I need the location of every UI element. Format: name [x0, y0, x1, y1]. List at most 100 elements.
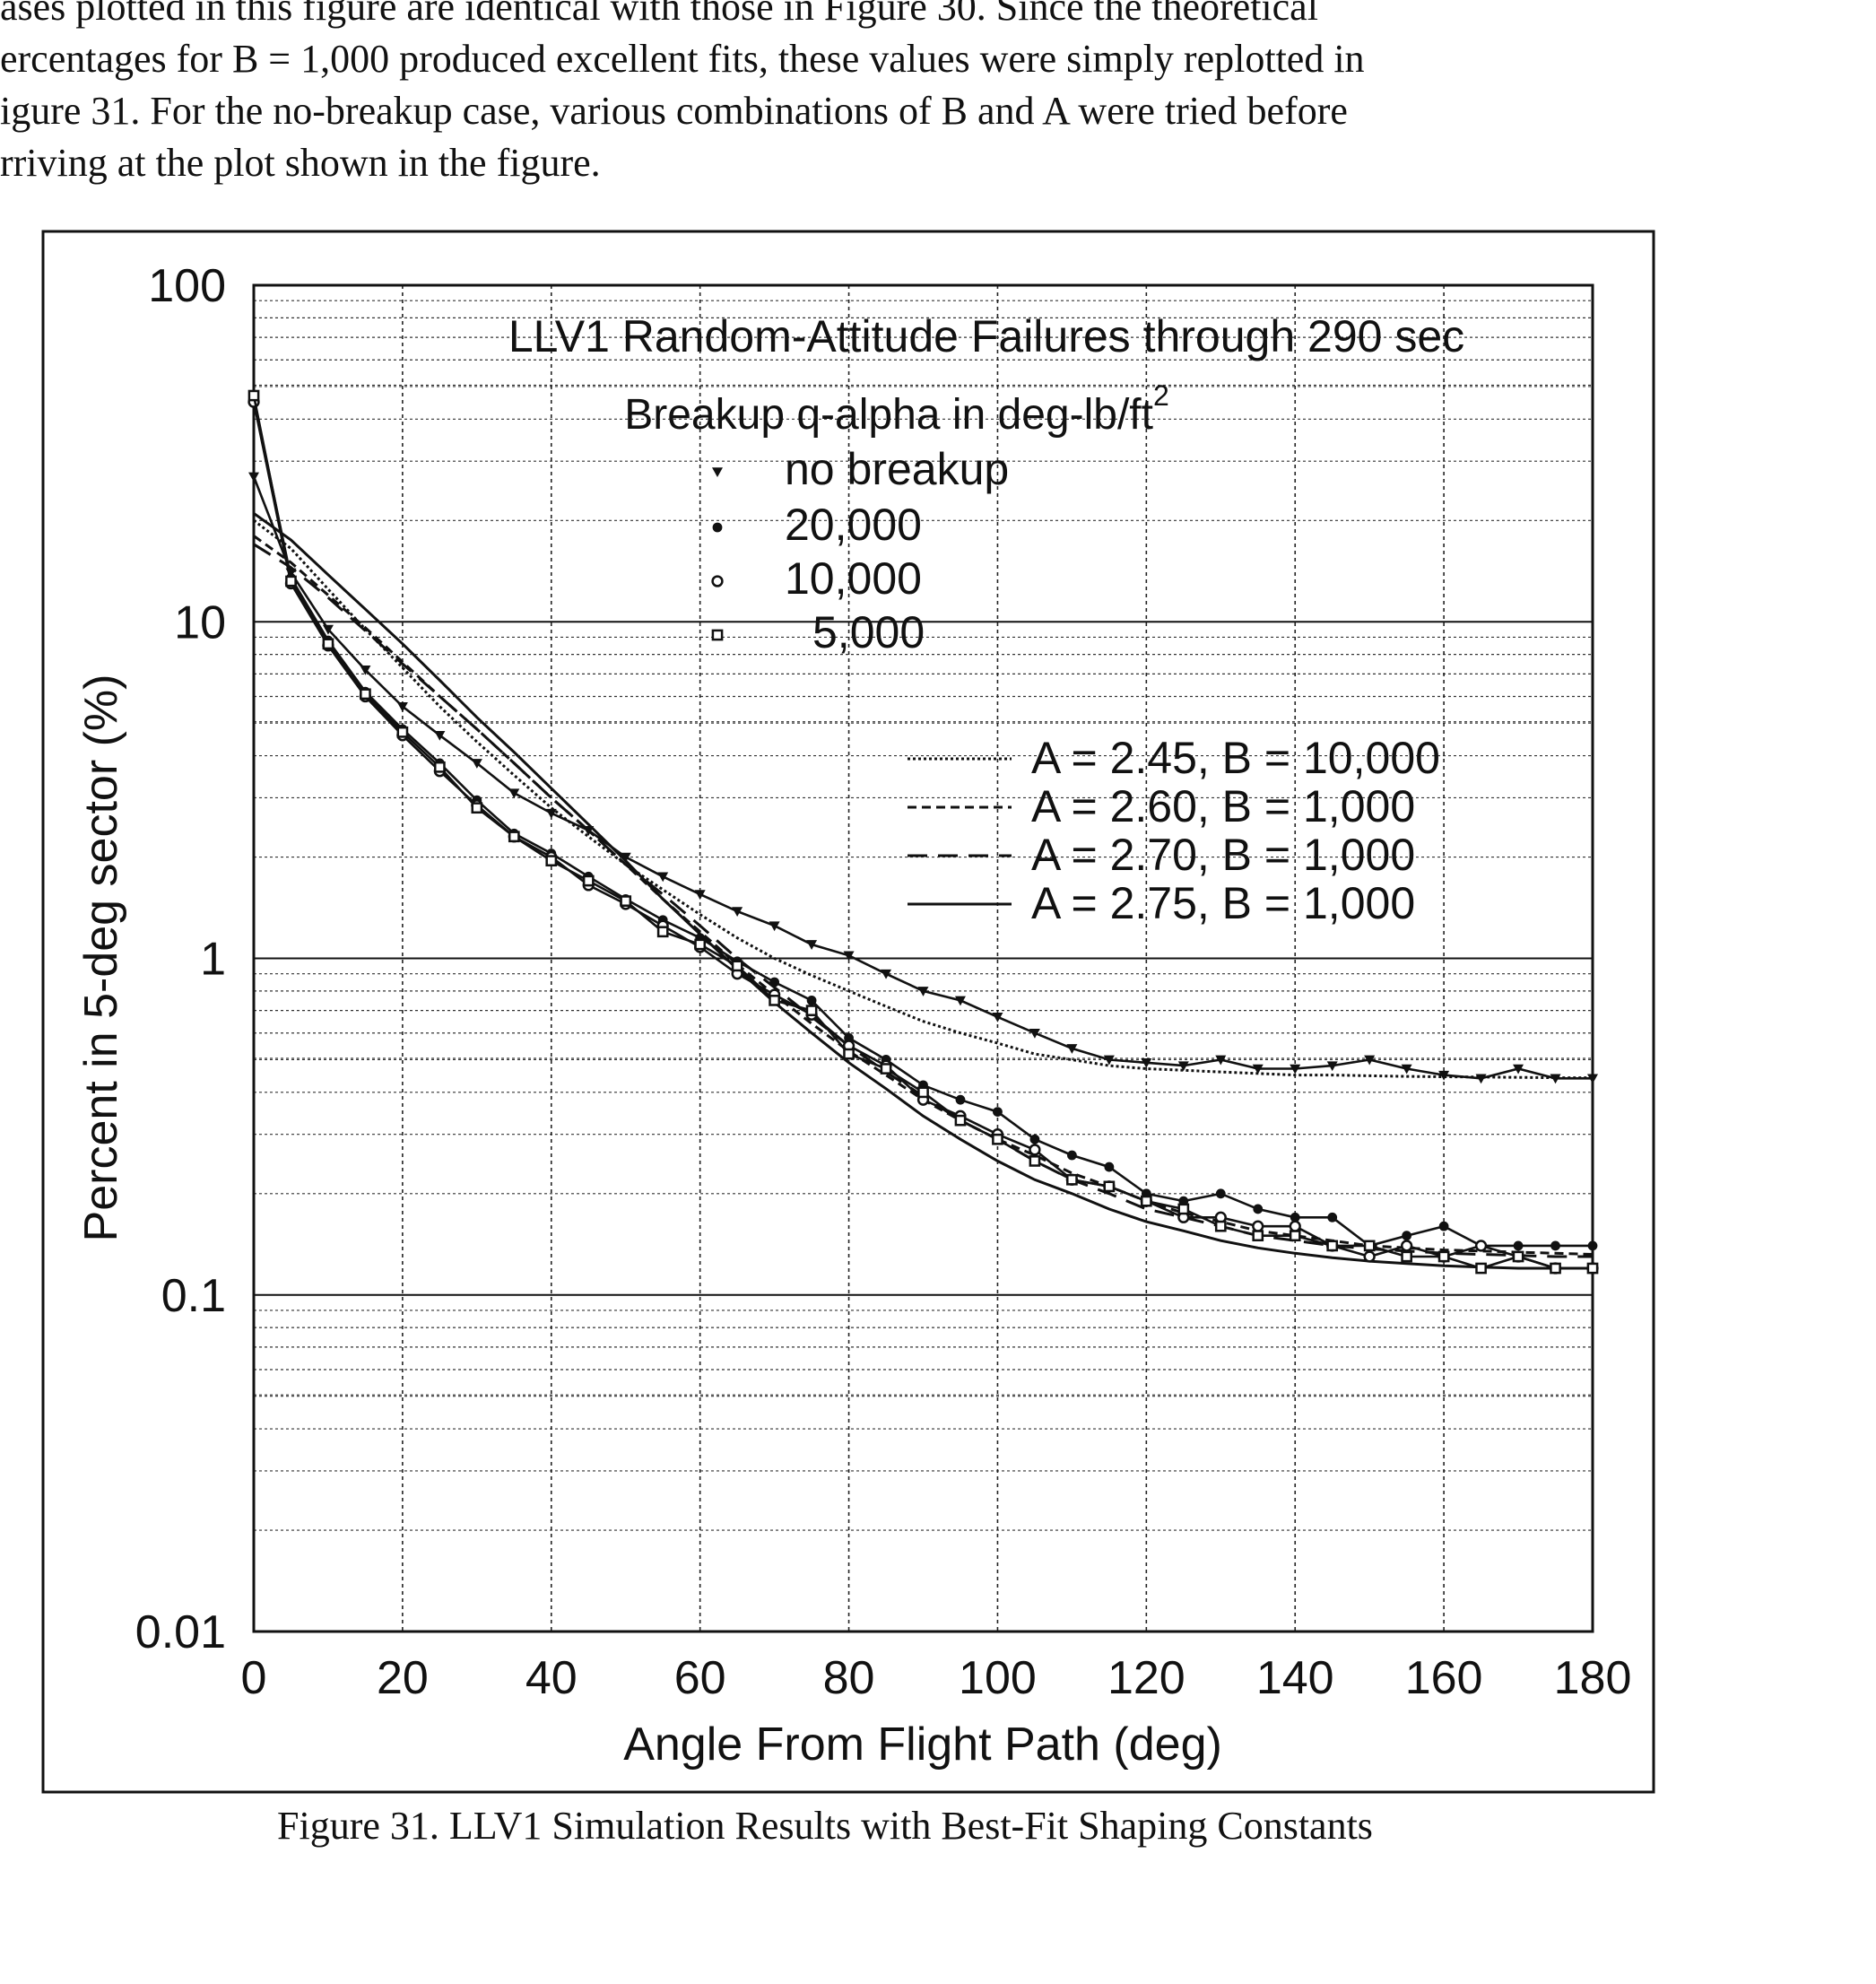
marker-no-breakup — [1215, 1055, 1227, 1066]
chart-title: LLV1 Random-Attitude Failures through 29… — [508, 311, 1464, 361]
marker-5000 — [1512, 1250, 1524, 1263]
x-tick-label: 80 — [823, 1652, 875, 1704]
marker-20000 — [993, 1107, 1003, 1117]
marker-no-breakup — [843, 951, 855, 962]
intro-text-line-2: ercentages for B = 1,000 produced excell… — [0, 37, 1365, 81]
marker-5000 — [582, 875, 595, 887]
marker-no-breakup — [732, 907, 743, 918]
marker-20000 — [1550, 1240, 1560, 1251]
marker-20000 — [1066, 1150, 1077, 1161]
marker-5000 — [545, 855, 558, 867]
marker-5000 — [656, 926, 669, 938]
marker-5000 — [1103, 1180, 1116, 1193]
marker-5000 — [769, 995, 780, 1006]
marker-5000 — [1252, 1230, 1264, 1242]
legend-series-label: 20,000 — [785, 500, 922, 550]
marker-no-breakup — [1401, 1064, 1412, 1075]
marker-5000 — [620, 895, 632, 907]
intro-text-line-4: rriving at the plot shown in the figure. — [0, 141, 601, 185]
legend-fit-label: A = 2.45, B = 10,000 — [1031, 733, 1440, 783]
marker-no-breakup — [769, 921, 780, 932]
marker-10000 — [1289, 1220, 1301, 1232]
marker-5000 — [711, 629, 724, 641]
marker-5000 — [694, 938, 707, 951]
marker-no-breakup — [954, 996, 966, 1006]
marker-5000 — [1029, 1155, 1041, 1167]
marker-no-breakup — [992, 1012, 1003, 1022]
marker-5000 — [1475, 1262, 1487, 1275]
marker-no-breakup — [1513, 1064, 1524, 1075]
marker-5000 — [396, 726, 409, 738]
marker-no-breakup — [1587, 1074, 1598, 1084]
y-axis-label: Percent in 5-deg sector (%) — [75, 674, 127, 1242]
legend-title-superscript: 2 — [1153, 379, 1169, 412]
marker-5000 — [1177, 1203, 1190, 1215]
marker-5000 — [1140, 1195, 1152, 1207]
x-tick-label: 180 — [1554, 1652, 1632, 1704]
legend-fit-label: A = 2.60, B = 1,000 — [1031, 781, 1415, 831]
marker-5000 — [360, 688, 371, 700]
marker-20000 — [712, 522, 723, 533]
marker-5000 — [434, 761, 446, 773]
marker-20000 — [1029, 1134, 1040, 1144]
marker-5000 — [917, 1086, 929, 1099]
marker-20000 — [1104, 1162, 1115, 1172]
marker-10000 — [711, 575, 724, 587]
marker-20000 — [1327, 1212, 1338, 1223]
x-axis-label: Angle From Flight Path (deg) — [623, 1719, 1222, 1771]
legend-series-label: no breakup — [785, 444, 1009, 494]
x-tick-label: 140 — [1256, 1652, 1334, 1704]
marker-no-breakup — [1364, 1055, 1376, 1066]
marker-no-breakup — [248, 472, 259, 483]
marker-20000 — [955, 1094, 966, 1105]
fit-curve — [253, 519, 1593, 1080]
marker-no-breakup — [694, 890, 706, 901]
x-tick-label: 100 — [959, 1652, 1037, 1704]
svg-text:Breakup q-alpha in deg-lb/ft2: Breakup q-alpha in deg-lb/ft2 — [624, 379, 1169, 439]
marker-20000 — [1253, 1204, 1264, 1214]
x-tick-label: 40 — [525, 1652, 578, 1704]
marker-10000 — [1363, 1250, 1376, 1263]
marker-no-breakup — [583, 826, 595, 836]
marker-no-breakup — [1252, 1064, 1264, 1075]
marker-no-breakup — [1103, 1055, 1115, 1066]
marker-no-breakup — [1438, 1070, 1450, 1081]
legend-fit-label: A = 2.70, B = 1,000 — [1031, 830, 1415, 880]
marker-no-breakup — [1475, 1074, 1487, 1084]
marker-5000 — [805, 1005, 818, 1016]
marker-5000 — [1401, 1250, 1412, 1263]
marker-5000 — [508, 831, 520, 843]
marker-no-breakup — [1177, 1061, 1189, 1072]
marker-no-breakup — [806, 940, 818, 950]
marker-20000 — [1587, 1240, 1598, 1251]
marker-5000 — [1363, 1240, 1376, 1252]
tick-labels: 0 20 40 60 80 100 120 140 160 180 0.01 0.1 1 10 100 — [135, 260, 1632, 1704]
marker-no-breakup — [545, 808, 557, 819]
marker-5000 — [1214, 1220, 1227, 1232]
marker-5000 — [843, 1048, 855, 1060]
marker-no-breakup — [1066, 1044, 1078, 1054]
grid — [253, 284, 1594, 1632]
marker-5000 — [954, 1114, 967, 1127]
marker-20000 — [1290, 1212, 1300, 1223]
intro-text-line-3: igure 31. For the no-breakup case, vario… — [0, 89, 1348, 133]
marker-no-breakup — [471, 759, 482, 769]
marker-no-breakup — [1290, 1064, 1301, 1075]
marker-10000 — [1029, 1144, 1041, 1156]
marker-5000 — [1326, 1240, 1339, 1252]
y-tick-label: 1 — [200, 934, 226, 986]
legend-fit-label: A = 2.75, B = 1,000 — [1031, 878, 1415, 928]
marker-no-breakup — [322, 624, 334, 635]
marker-20000 — [1513, 1240, 1524, 1251]
y-tick-label: 0.1 — [161, 1270, 226, 1322]
marker-5000 — [1289, 1230, 1301, 1242]
marker-no-breakup — [396, 701, 408, 712]
marker-5000 — [992, 1133, 1003, 1145]
legend-series-label: 5,000 — [812, 607, 925, 657]
marker-5000 — [1066, 1173, 1078, 1186]
x-tick-label: 20 — [377, 1652, 429, 1704]
marker-5000 — [285, 575, 297, 587]
marker-no-breakup — [1550, 1074, 1561, 1084]
